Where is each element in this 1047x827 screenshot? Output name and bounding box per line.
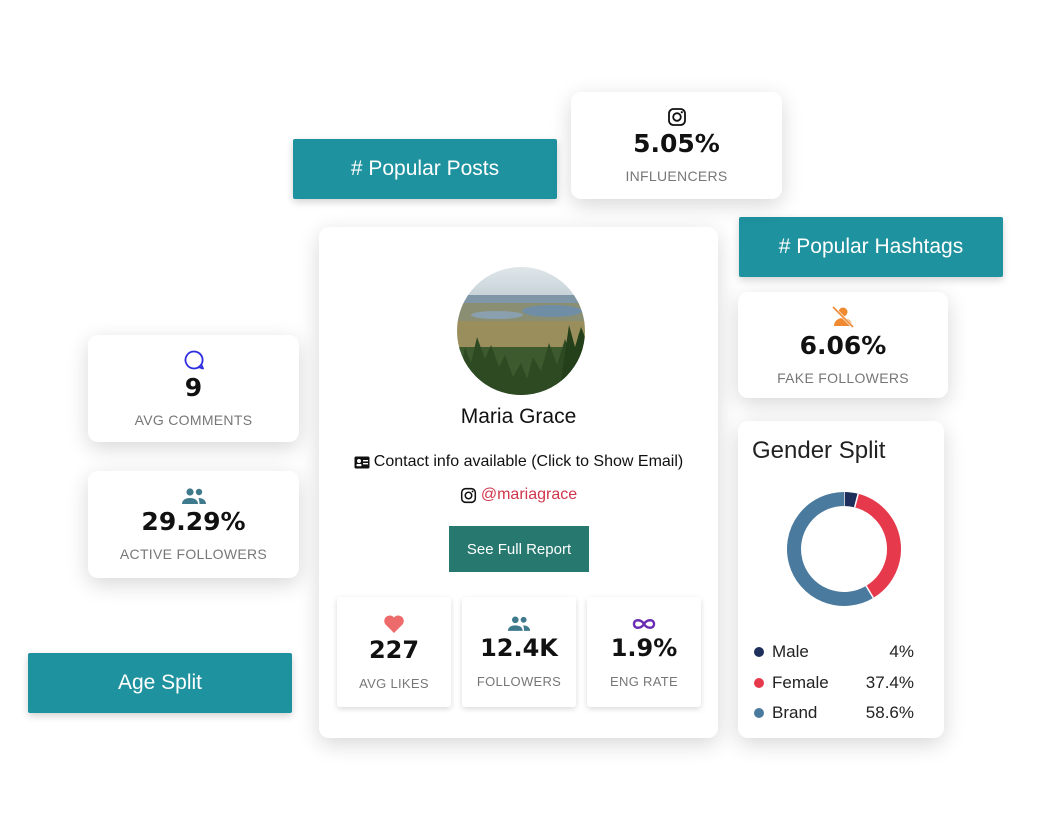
legend-row-male: Male 4% [754,637,914,668]
legend-row-female: Female 37.4% [754,668,914,699]
followers-value: 12.4K [480,634,558,662]
legend-name: Brand [772,703,818,723]
popular-hashtags-tag[interactable]: # Popular Hashtags [739,217,1003,277]
donut-slice-female [854,493,901,598]
influencers-card: 5.05% INFLUENCERS [571,92,782,199]
active-followers-label: ACTIVE FOLLOWERS [119,546,268,562]
active-followers-value: 29.29% [141,507,246,536]
people-icon [181,488,206,504]
female-dot [754,677,764,688]
gender-split-card: Gender Split Male 4% Female 37.4% Brand … [738,421,944,738]
profile-name: Maria Grace [460,405,577,428]
fake-followers-value: 6.06% [799,330,887,360]
eng-rate-label: ENG RATE [610,673,678,689]
influencers-label: INFLUENCERS [625,168,728,184]
people-icon [507,616,531,631]
avg-comments-card: 9 AVG COMMENTS [88,335,299,442]
instagram-icon [460,487,476,503]
instagram-icon [667,108,686,126]
male-dot [754,647,764,658]
heart-icon [384,614,404,633]
gender-donut-chart [787,492,901,606]
instagram-handle[interactable]: @mariagrace [319,486,718,504]
contact-info[interactable]: Contact info available (Click to Show Em… [319,453,718,471]
avg-likes-value: 227 [368,635,420,664]
avg-likes-label: AVG LIKES [359,675,429,691]
infinity-icon [632,618,656,629]
see-full-report-button[interactable]: See Full Report [449,526,589,572]
legend-pct: 58.6% [865,703,914,723]
eng-rate-value: 1.9% [610,633,678,662]
popular-posts-tag[interactable]: # Popular Posts [293,139,557,199]
followers-label: FOLLOWERS [476,674,562,689]
legend-pct: 37.4% [865,672,914,692]
gender-split-title: Gender Split [752,437,886,464]
brand-dot [754,708,764,719]
profile-card: Maria Grace Contact info available (Clic… [319,227,718,738]
donut-slice-brand [787,492,874,606]
followers-metric: 12.4K FOLLOWERS [462,597,576,707]
comment-icon [184,350,204,370]
avg-likes-metric: 227 AVG LIKES [337,597,451,707]
legend-name: Male [772,642,809,662]
influencers-value: 5.05% [633,129,720,158]
avg-comments-value: 9 [184,373,203,402]
legend-pct: 4% [889,642,914,662]
contact-card-icon [354,456,370,468]
legend-name: Female [772,672,829,692]
donut-separator [853,493,859,508]
avatar [457,267,585,395]
contact-text: Contact info available (Click to Show Em… [373,453,684,470]
donut-slice-male [843,492,859,508]
age-split-tag[interactable]: Age Split [28,653,292,713]
donut-separator [865,585,874,599]
fake-followers-label: FAKE FOLLOWERS [777,369,909,386]
eng-rate-metric: 1.9% ENG RATE [587,597,701,707]
legend-row-brand: Brand 58.6% [754,698,914,729]
fake-followers-card: 6.06% FAKE FOLLOWERS [738,292,948,398]
user-block-icon [831,305,855,328]
gender-legend: Male 4% Female 37.4% Brand 58.6% [754,637,914,729]
avg-comments-label: AVG COMMENTS [134,412,253,428]
active-followers-card: 29.29% ACTIVE FOLLOWERS [88,471,299,578]
handle-text: @mariagrace [480,486,578,503]
